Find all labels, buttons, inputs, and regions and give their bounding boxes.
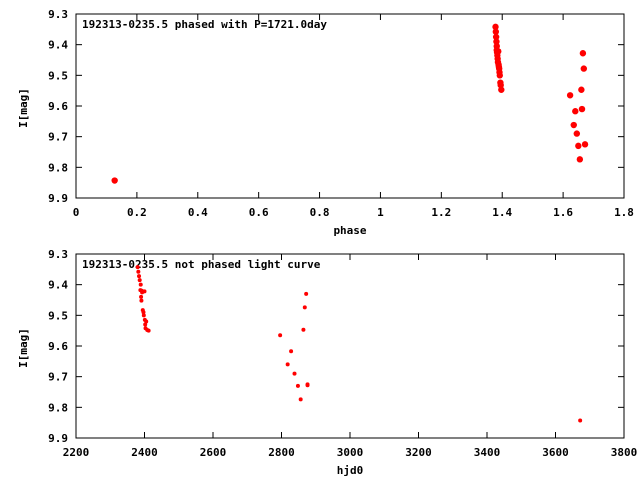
unphased-data-point <box>289 349 294 354</box>
phased-data-point <box>581 141 589 148</box>
phased-y-tick-label: 9.4 <box>48 39 68 52</box>
unphased-data-point <box>295 383 300 388</box>
phased-data-point <box>498 86 505 93</box>
unphased-data-point <box>135 265 140 270</box>
unphased-data-point <box>285 362 290 367</box>
phased-y-tick-label: 9.5 <box>48 69 68 82</box>
unphased-y-tick-label: 9.4 <box>48 279 68 292</box>
phased-y-axis-label: I[mag] <box>17 88 30 128</box>
unphased-x-tick-label: 3200 <box>405 446 432 459</box>
phased-y-ticks: 9.3 9.4 9.5 9.6 9.7 9.8 9.9 <box>48 8 624 205</box>
unphased-data-points <box>135 265 583 423</box>
unphased-data-point <box>144 319 149 324</box>
unphased-data-point <box>304 291 309 296</box>
unphased-y-tick-label: 9.5 <box>48 309 68 322</box>
phased-data-point <box>573 130 581 137</box>
phased-x-tick-label: 1.4 <box>492 206 512 219</box>
phased-data-point <box>493 38 500 45</box>
phased-data-point <box>578 105 586 113</box>
unphased-data-point <box>302 305 307 310</box>
phased-data-point <box>572 108 579 115</box>
unphased-x-tick-label: 3600 <box>542 446 569 459</box>
phased-y-tick-label: 9.8 <box>48 161 68 174</box>
phased-x-tick-label: 0.6 <box>249 206 269 219</box>
unphased-data-point <box>137 278 142 283</box>
unphased-chart-title: 192313-0235.5 not phased light curve <box>82 258 321 271</box>
unphased-y-ticks: 9.3 9.4 9.5 9.6 9.7 9.8 9.9 <box>48 248 624 445</box>
phased-x-tick-label: 1.8 <box>614 206 634 219</box>
unphased-x-tick-label: 2800 <box>268 446 295 459</box>
unphased-x-tick-label: 3400 <box>474 446 501 459</box>
phased-data-point <box>111 177 118 184</box>
unphased-y-tick-label: 9.9 <box>48 432 68 445</box>
unphased-data-point <box>305 383 310 388</box>
phased-y-tick-label: 9.9 <box>48 192 68 205</box>
phased-data-point <box>496 72 503 79</box>
phased-data-point <box>495 48 502 55</box>
unphased-data-point <box>139 298 144 303</box>
phased-data-point <box>492 23 499 31</box>
unphased-x-tick-label: 3000 <box>337 446 364 459</box>
phased-x-tick-label: 0.4 <box>188 206 208 219</box>
unphased-y-tick-label: 9.3 <box>48 248 68 261</box>
phased-x-tick-label: 1 <box>377 206 384 219</box>
unphased-data-point <box>136 269 141 274</box>
phased-x-tick-label: 0.2 <box>127 206 147 219</box>
unphased-panel: 192313-0235.5 not phased light curve 9.3… <box>17 248 637 477</box>
phased-data-point <box>579 50 587 57</box>
unphased-x-tick-label: 2600 <box>200 446 227 459</box>
phased-data-points <box>111 23 589 184</box>
unphased-x-tick-label: 2200 <box>63 446 90 459</box>
unphased-y-axis-label: I[mag] <box>17 328 30 368</box>
phased-panel: 192313-0235.5 phased with P=1721.0day 9.… <box>17 8 634 237</box>
phased-data-point <box>576 156 584 163</box>
unphased-y-tick-label: 9.8 <box>48 401 68 414</box>
unphased-data-point <box>278 333 283 338</box>
phased-x-tick-label: 1.6 <box>553 206 573 219</box>
phased-x-tick-label: 1.2 <box>431 206 451 219</box>
phased-data-point <box>570 121 577 129</box>
unphased-y-tick-label: 9.6 <box>48 340 68 353</box>
phased-data-point <box>492 28 500 35</box>
unphased-data-point <box>301 327 306 332</box>
phased-x-ticks: 0 0.2 0.4 0.6 0.8 1 1.2 1.4 1.6 1.8 <box>73 14 634 219</box>
unphased-x-tick-label: 2400 <box>131 446 158 459</box>
unphased-plot-frame <box>75 253 625 439</box>
phased-y-tick-label: 9.3 <box>48 8 68 21</box>
unphased-data-point <box>137 274 142 279</box>
unphased-data-point <box>139 294 144 299</box>
unphased-data-point <box>298 397 303 402</box>
phased-data-point <box>580 65 588 72</box>
unphased-data-point <box>143 322 148 327</box>
unphased-data-point <box>142 289 147 294</box>
unphased-x-ticks: 2200 2400 2600 2800 3000 3200 3400 3600 3800 <box>63 254 638 459</box>
unphased-data-point <box>138 282 143 287</box>
phased-y-tick-label: 9.7 <box>48 131 68 144</box>
unphased-data-point <box>292 371 297 376</box>
unphased-data-point <box>141 310 146 315</box>
phased-x-tick-label: 0.8 <box>310 206 330 219</box>
phased-data-point <box>578 86 585 93</box>
phased-x-axis-label: phase <box>333 224 366 237</box>
phased-data-point <box>566 92 574 99</box>
unphased-data-point <box>141 313 146 318</box>
phased-data-point <box>492 33 500 41</box>
phased-x-tick-label: 0 <box>73 206 80 219</box>
unphased-x-axis-label: hjd0 <box>337 464 364 477</box>
phased-plot-frame <box>75 13 625 199</box>
phased-data-point <box>575 142 582 150</box>
unphased-x-tick-label: 3800 <box>611 446 638 459</box>
unphased-y-tick-label: 9.7 <box>48 371 68 384</box>
unphased-data-point <box>578 418 583 423</box>
unphased-data-point <box>146 328 151 333</box>
phased-chart-title: 192313-0235.5 phased with P=1721.0day <box>82 18 327 31</box>
phased-y-tick-label: 9.6 <box>48 100 68 113</box>
